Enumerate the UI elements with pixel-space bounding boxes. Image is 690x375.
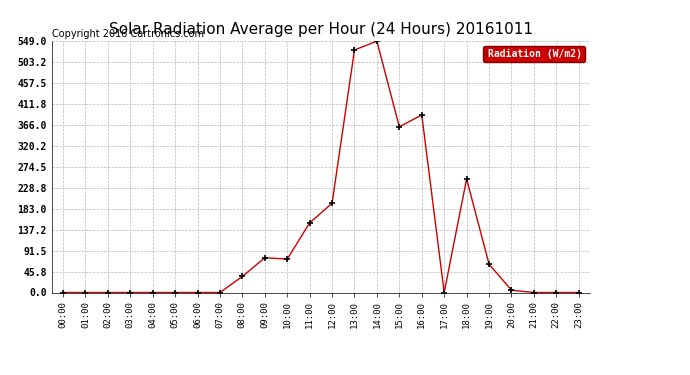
Legend: Radiation (W/m2): Radiation (W/m2) xyxy=(483,46,585,62)
Text: Copyright 2016 Cartronics.com: Copyright 2016 Cartronics.com xyxy=(52,29,204,39)
Title: Solar Radiation Average per Hour (24 Hours) 20161011: Solar Radiation Average per Hour (24 Hou… xyxy=(109,22,533,37)
